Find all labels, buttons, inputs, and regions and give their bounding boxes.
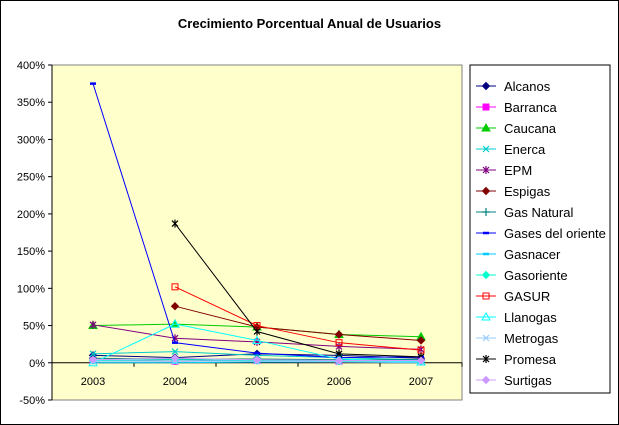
legend-marker-surtigas (481, 375, 491, 385)
legend-label-espigas: Espigas (504, 184, 551, 199)
series-line-promesa (174, 223, 422, 358)
legend-label-gases-del-oriente: Gases del oriente (504, 226, 606, 241)
x-tick-label: 2003 (81, 376, 105, 388)
legend-marker-caucana (481, 122, 491, 132)
chart-title: Crecimiento Porcentual Anual de Usuarios (177, 16, 442, 31)
legend-marker-espigas (481, 186, 491, 196)
legend-label-gasur: GASUR (504, 289, 550, 304)
data-point-promesa (171, 219, 179, 228)
x-tick-label: 2005 (245, 376, 269, 388)
legend-label-caucana: Caucana (504, 121, 557, 136)
x-tick-label: 2006 (327, 376, 351, 388)
legend-marker-gas-natural (482, 208, 490, 216)
legend-marker-barranca (482, 103, 490, 111)
series-line-gasur (174, 286, 422, 351)
x-tick-label: 2007 (409, 376, 433, 388)
data-point-surtigas (334, 356, 344, 365)
data-point-gasur (335, 339, 343, 347)
data-point-surtigas (170, 354, 180, 363)
data-point-epm (89, 320, 97, 329)
data-point-promesa (253, 327, 261, 336)
data-point-epm (335, 342, 343, 351)
data-point-llanogas (88, 357, 98, 367)
y-tick-label: 200% (17, 209, 45, 221)
legend-marker-llanogas (481, 311, 491, 321)
legend-marker-metrogas (482, 334, 490, 342)
legend-label-barranca: Barranca (504, 100, 558, 115)
legend-marker-gasoriente (481, 270, 491, 280)
y-tick-label: 0% (29, 358, 45, 370)
y-tick-label: 350% (17, 97, 45, 109)
data-point-llanogas (252, 335, 262, 344)
legend-label-llanogas: Llanogas (504, 310, 557, 325)
legend-label-gasnacer: Gasnacer (504, 247, 561, 262)
legend-marker-alcanos (481, 81, 491, 91)
data-point-espigas (170, 301, 180, 311)
legend-label-promesa: Promesa (504, 352, 557, 367)
legend-label-gas-natural: Gas Natural (504, 205, 573, 220)
y-tick-label: 100% (17, 283, 45, 295)
y-tick-label: -50% (19, 395, 45, 407)
legend-label-surtigas: Surtigas (504, 373, 552, 388)
data-point-enerca (171, 348, 179, 356)
data-point-espigas (416, 336, 426, 345)
legend-label-enerca: Enerca (504, 142, 546, 157)
data-point-surtigas (416, 356, 426, 365)
y-tick-label: 50% (23, 321, 45, 333)
data-point-llanogas (170, 319, 180, 328)
data-point-enerca (89, 350, 97, 358)
data-point-espigas (334, 330, 344, 339)
legend-label-metrogas: Metrogas (504, 331, 559, 346)
legend-label-gasoriente: Gasoriente (504, 268, 568, 283)
y-tick-label: 300% (17, 134, 45, 146)
legend-marker-epm (482, 166, 490, 174)
legend-marker-enerca (482, 145, 490, 153)
y-tick-label: 400% (17, 60, 45, 72)
legend-label-alcanos: Alcanos (504, 79, 551, 94)
data-point-surtigas (252, 355, 262, 365)
y-tick-label: 250% (17, 172, 45, 184)
series-line-espigas (174, 305, 422, 341)
legend-marker-promesa (482, 355, 490, 363)
data-point-gasur (171, 283, 179, 291)
x-tick-label: 2004 (163, 376, 187, 388)
y-tick-label: 150% (17, 246, 45, 258)
data-point-surtigas (88, 355, 98, 365)
legend-label-epm: EPM (504, 163, 532, 178)
legend-marker-gasur (482, 292, 490, 300)
